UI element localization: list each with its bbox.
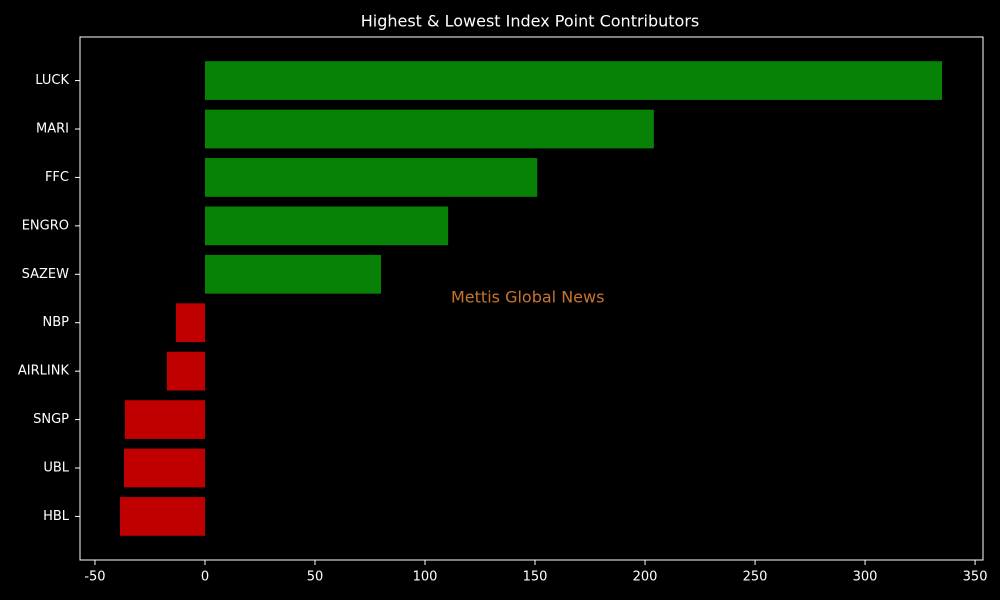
- y-tick-label: SAZEW: [22, 267, 70, 282]
- bar: [166, 351, 205, 391]
- y-tick-label: LUCK: [35, 73, 69, 88]
- x-tick-label: 0: [201, 570, 209, 585]
- y-tick-label: HBL: [43, 509, 70, 524]
- x-tick-label: 100: [413, 570, 438, 585]
- y-tick-label: AIRLINK: [18, 364, 70, 379]
- bar: [120, 497, 205, 536]
- bar: [124, 400, 205, 439]
- x-tick-label: 350: [963, 570, 988, 585]
- plot-frame: [79, 36, 984, 561]
- bar: [175, 303, 205, 343]
- y-tick-label: NBP: [43, 315, 70, 330]
- x-tick-label: 150: [523, 570, 548, 585]
- x-tick-label: 200: [633, 570, 658, 585]
- bar: [204, 206, 449, 246]
- y-tick-label: MARI: [36, 122, 69, 137]
- x-tick-label: -50: [84, 570, 105, 585]
- chart-title: Highest & Lowest Index Point Contributor…: [361, 12, 700, 31]
- x-tick-label: 300: [853, 570, 878, 585]
- watermark: Mettis Global News: [451, 288, 604, 307]
- y-tick-label: ENGRO: [22, 218, 69, 233]
- y-tick-label: UBL: [43, 460, 69, 475]
- y-tick-label: FFC: [45, 170, 69, 185]
- bar: [204, 61, 943, 100]
- bar: [124, 448, 205, 488]
- x-tick-label: 50: [307, 570, 324, 585]
- bar: [204, 254, 381, 294]
- bar: [204, 158, 538, 197]
- y-tick-label: SNGP: [33, 412, 69, 427]
- x-tick-label: 250: [743, 570, 768, 585]
- bar: [204, 109, 654, 149]
